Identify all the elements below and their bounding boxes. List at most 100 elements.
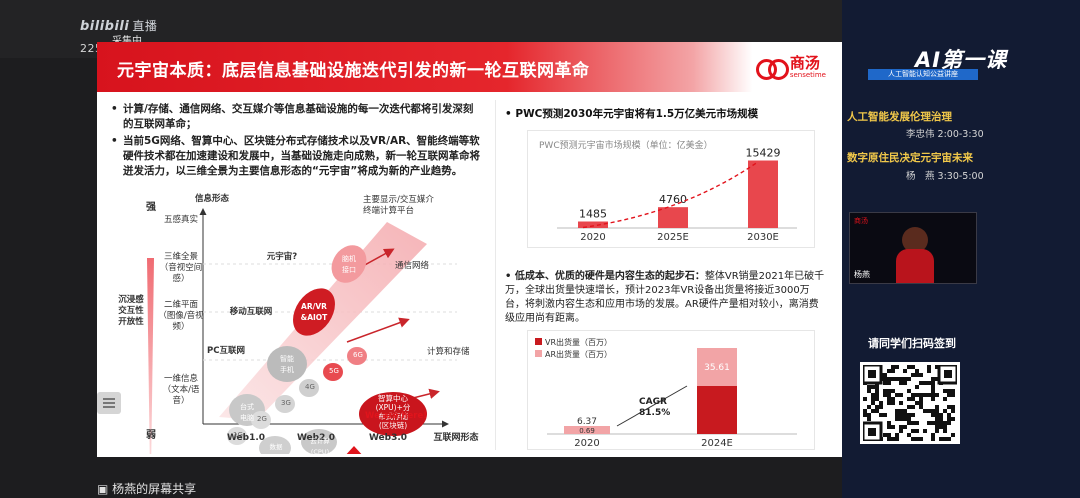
chart1-frame: [527, 130, 815, 248]
era-label: Web2.0: [296, 433, 336, 443]
level-label: 一维信息 （文本/语 音）: [162, 374, 200, 406]
cagr-arrow: [616, 385, 688, 427]
we-are-here-arrow: [346, 446, 362, 454]
speaker-camera: 商汤 杨燕: [849, 212, 977, 284]
level-label: 二维平面 （图像/音视 频）: [158, 300, 204, 332]
market-size-chart: 1485 2020 4760 2025E 15429 2030E: [557, 146, 797, 243]
slide-title: 元宇宙本质：底层信息基础设施迭代引发的新一轮互联网革命: [117, 61, 590, 81]
arrow-label: 计算和存储: [427, 347, 470, 357]
cagr-value: 81.5%: [639, 408, 670, 418]
gen-label: 4G: [305, 383, 315, 391]
camera-logo: 商汤: [854, 217, 868, 225]
shipment-tick-label: 2024E: [701, 438, 733, 449]
shipment-tick-label: 2020: [574, 438, 599, 449]
gen-label: 3G: [281, 399, 291, 407]
divider: [495, 100, 496, 450]
chart1-heading: PWC预测2030年元宇宙将有1.5万亿美元市场规模: [505, 106, 758, 121]
cloud-bubble-label: 云计算 (CPU): [310, 437, 330, 456]
brain-bubble: [331, 245, 367, 283]
bilibili-logo: bilibili 直播: [80, 19, 158, 34]
market-bar-value: 4760: [659, 193, 687, 206]
era-label: Web1.0: [226, 433, 266, 443]
course-title: AI第一课: [914, 48, 1008, 72]
ar-bar: [564, 426, 610, 434]
cloud-bubble: [301, 429, 337, 454]
arvr-bubble: [293, 288, 335, 336]
arrow-label: 主要显示/交互媒介 终端计算平台: [363, 195, 434, 216]
vr-bar-value: 6.37: [577, 417, 597, 427]
schedule-time: 杨 燕 3:30-5:00: [906, 171, 984, 182]
immersion-label-1: 沉浸感: [118, 295, 144, 305]
y-axis-title: 信息形态: [194, 194, 229, 204]
course-subtitle: 人工智能认知公益讲座: [868, 69, 978, 80]
stage-label: 元宇宙?: [266, 252, 298, 262]
presentation-slide: 元宇宙本质：底层信息基础设施迭代引发的新一轮互联网革命 商汤 sensetime…: [97, 42, 842, 457]
market-tick-label: 2030E: [747, 232, 779, 243]
x-axis-title: 互联网形态: [433, 433, 479, 443]
gen-label: 6G: [353, 351, 363, 359]
ar-bar: [697, 348, 737, 386]
immersion-gradient-bar: [147, 258, 154, 454]
hardware-paragraph: 低成本、优质的硬件是内容生态的起步石：整体VR销量2021年已破千万，全球出货量…: [505, 270, 827, 326]
smart-compute-bubble: [359, 392, 427, 436]
chart1-inner-label: PWC预测元宇宙市场规模（单位：亿美金）: [539, 141, 713, 151]
legend-label: AR出货量（百万）: [545, 349, 612, 359]
market-bar-value: 15429: [746, 146, 781, 159]
stage-label: PC互联网: [207, 346, 245, 356]
slide-header: 元宇宙本质：底层信息基础设施迭代引发的新一轮互联网革命 商汤 sensetime: [97, 42, 842, 92]
schedule-title: 人工智能发展伦理治理: [847, 111, 952, 123]
dc-bubble: [259, 436, 291, 454]
dc-bubble-label: 数据 中心: [269, 443, 283, 457]
arrow-network: [346, 317, 410, 343]
evolution-diagram: [147, 208, 457, 454]
phone-bubble: [267, 346, 307, 382]
bullet-item: 当前5G网络、智算中心、区块链分布式存储技术以及VR/AR、智能终端等软硬件技术…: [111, 134, 483, 179]
market-bar: [748, 160, 778, 228]
screen-share-icon: ▣: [97, 482, 113, 496]
smart-bubble-label: 智算中心 (XPU)+分 布式存储 (区块链): [375, 394, 411, 430]
sensetime-logo-icon: [755, 56, 789, 80]
market-tick-label: 2020: [580, 232, 605, 243]
qr-code-pattern: [861, 363, 959, 443]
menu-button[interactable]: [97, 392, 121, 414]
cagr-label: CAGR: [639, 397, 667, 407]
pc-bubble-label: 台式 电脑: [240, 403, 254, 422]
immersion-label-2: 交互性: [118, 306, 144, 316]
schedule-time: 李忠伟 2:00-3:30: [906, 129, 984, 140]
vr-bar: [697, 386, 737, 434]
sensetime-logo: 商汤 sensetime: [755, 52, 826, 82]
era-label: Web3.0: [368, 433, 408, 443]
legend-swatch: [535, 338, 542, 345]
ar-bar-value: 35.61: [704, 363, 730, 373]
market-bar: [578, 221, 608, 228]
gen-label: 5G: [329, 367, 339, 375]
legend-swatch: [535, 350, 542, 357]
arrow-label: 通信网络: [395, 261, 430, 271]
level-label: 三维全景 （音视空间 感）: [159, 252, 203, 284]
speaker-avatar: [902, 227, 928, 253]
camera-name: 杨燕: [854, 270, 870, 279]
live-status: 采集中: [112, 32, 142, 47]
market-trend-line: [582, 161, 758, 229]
market-bar: [658, 207, 688, 228]
ar-bar-value: 0.69: [579, 427, 595, 435]
weak-label: 弱: [146, 430, 156, 441]
market-bar-value: 1485: [579, 208, 607, 221]
stage-label: 移动互联网: [229, 307, 273, 317]
gen-label: 1G: [233, 431, 243, 439]
we-are-here-label: We are here!: [365, 411, 428, 421]
scan-prompt: 请同学们扫码签到: [868, 337, 956, 350]
chart2-frame: [527, 330, 815, 450]
screen-share-label: ▣ 杨燕的屏幕共享: [97, 482, 197, 496]
arvr-bubble-label: AR/VR &AIOT: [300, 302, 328, 322]
legend-label: VR出货量（百万）: [545, 337, 612, 347]
market-tick-label: 2025E: [657, 232, 689, 243]
shipment-chart: VR出货量（百万） AR出货量（百万） 6.370.69 2020 35.61 2024E…: [535, 337, 797, 449]
qr-code[interactable]: [860, 362, 960, 444]
slide-bullets: 计算/存储、通信网络、交互媒介等信息基础设施的每一次迭代都将引发深刻的互联网革命…: [111, 102, 483, 181]
schedule-title: 数字原住民决定元宇宙未来: [847, 152, 973, 164]
immersion-label-3: 开放性: [118, 317, 144, 327]
gen-label: 2G: [257, 415, 267, 423]
bullet-item: 计算/存储、通信网络、交互媒介等信息基础设施的每一次迭代都将引发深刻的互联网革命…: [111, 102, 483, 132]
level-label: 五感真实: [163, 215, 198, 225]
